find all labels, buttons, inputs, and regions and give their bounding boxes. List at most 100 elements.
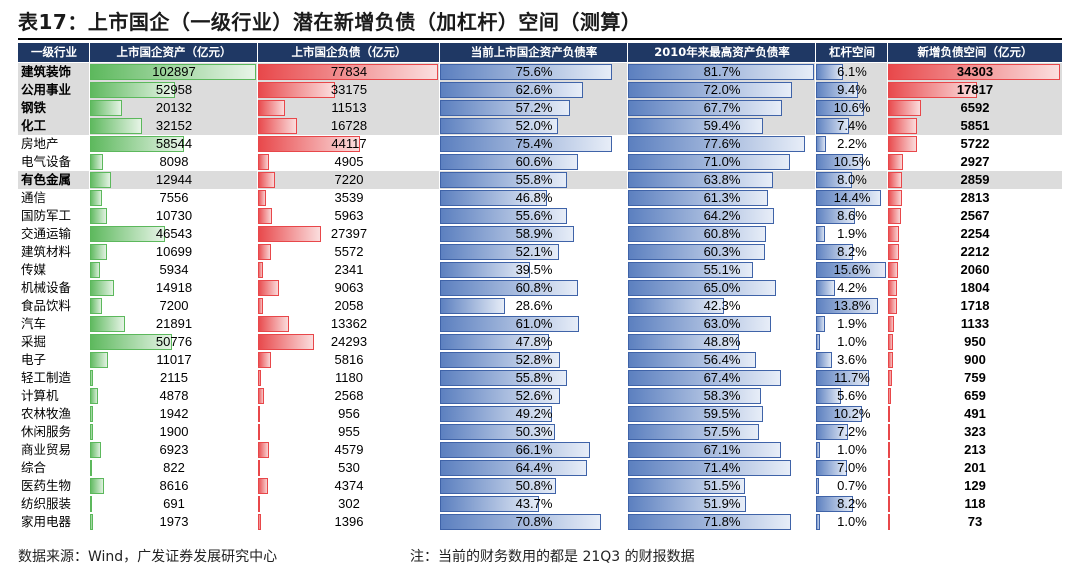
leverage-cell: 13.8% xyxy=(816,297,888,315)
assets-bar xyxy=(90,244,107,260)
max-ratio-value: 58.3% xyxy=(703,388,741,403)
max-ratio-cell: 51.5% xyxy=(628,477,816,495)
max-ratio-bar xyxy=(628,118,763,134)
new-debt-bar xyxy=(888,388,891,404)
cur-ratio-bar xyxy=(440,460,587,476)
cur-ratio-value: 70.8% xyxy=(515,514,553,529)
liabilities-bar xyxy=(258,208,272,224)
max-ratio-value: 67.1% xyxy=(703,442,741,457)
leverage-value: 10.2% xyxy=(833,406,871,421)
new-debt-value: 1133 xyxy=(960,316,990,331)
new-debt-cell: 17817 xyxy=(888,81,1062,99)
cur-ratio-value: 39.5% xyxy=(515,262,553,277)
max-ratio-value: 51.9% xyxy=(703,496,741,511)
leverage-cell: 4.2% xyxy=(816,279,888,297)
liabilities-cell: 4905 xyxy=(258,153,440,171)
max-ratio-value: 63.8% xyxy=(703,172,741,187)
assets-bar xyxy=(90,262,100,278)
new-debt-cell: 950 xyxy=(888,333,1062,351)
leverage-bar xyxy=(816,172,852,188)
max-ratio-value: 65.0% xyxy=(703,280,741,295)
leverage-cell: 8.0% xyxy=(816,171,888,189)
max-ratio-cell: 71.0% xyxy=(628,153,816,171)
max-ratio-bar xyxy=(628,370,781,386)
liabilities-cell: 2341 xyxy=(258,261,440,279)
new-debt-cell: 491 xyxy=(888,405,1062,423)
table-row: 有色金属 12944 7220 55.8% 63.8% 8.0% 2859 xyxy=(18,171,1062,189)
assets-cell: 1900 xyxy=(90,423,258,441)
new-debt-bar xyxy=(888,334,893,350)
max-ratio-cell: 61.3% xyxy=(628,189,816,207)
max-ratio-value: 60.8% xyxy=(703,226,741,241)
industry-cell: 汽车 xyxy=(21,316,47,331)
cur-ratio-cell: 49.2% xyxy=(440,405,628,423)
max-ratio-cell: 64.2% xyxy=(628,207,816,225)
max-ratio-value: 64.2% xyxy=(703,208,741,223)
assets-value: 21891 xyxy=(155,316,193,331)
max-ratio-bar xyxy=(628,190,768,206)
liabilities-cell: 302 xyxy=(258,495,440,513)
new-debt-value: 17817 xyxy=(956,82,994,97)
liabilities-header: 上市国企负债（亿元） xyxy=(291,45,407,59)
leverage-bar xyxy=(816,442,820,458)
max-ratio-bar xyxy=(628,172,773,188)
max-ratio-cell: 67.4% xyxy=(628,369,816,387)
max-ratio-cell: 65.0% xyxy=(628,279,816,297)
cur-ratio-cell: 62.6% xyxy=(440,81,628,99)
assets-bar xyxy=(90,154,103,170)
leverage-value: 9.4% xyxy=(837,82,867,97)
cur-ratio-cell: 60.8% xyxy=(440,279,628,297)
assets-bar xyxy=(90,136,184,152)
new-debt-bar xyxy=(888,352,893,368)
leverage-value: 1.0% xyxy=(837,334,867,349)
new-debt-bar xyxy=(888,172,902,188)
cur-ratio-cell: 55.6% xyxy=(440,207,628,225)
liabilities-value: 955 xyxy=(338,424,360,439)
assets-bar xyxy=(90,64,256,80)
liabilities-bar xyxy=(258,280,279,296)
liabilities-bar xyxy=(258,298,263,314)
new-debt-value: 2567 xyxy=(960,208,990,223)
new-debt-value: 5722 xyxy=(960,136,990,151)
cur-ratio-cell: 75.6% xyxy=(440,63,628,81)
max-ratio-bar xyxy=(628,460,791,476)
column-divider xyxy=(887,43,888,531)
cur-ratio-cell: 57.2% xyxy=(440,99,628,117)
max-ratio-cell: 59.5% xyxy=(628,405,816,423)
assets-cell: 32152 xyxy=(90,117,258,135)
assets-cell: 58544 xyxy=(90,135,258,153)
assets-value: 102897 xyxy=(152,64,196,79)
assets-cell: 6923 xyxy=(90,441,258,459)
leverage-value: 2.2% xyxy=(837,136,867,151)
cur-ratio-cell: 28.6% xyxy=(440,297,628,315)
max-ratio-bar xyxy=(628,298,724,314)
new-debt-bar xyxy=(888,136,917,152)
leverage-bar xyxy=(816,262,886,278)
assets-cell: 7200 xyxy=(90,297,258,315)
assets-value: 10730 xyxy=(155,208,193,223)
new-debt-cell: 2927 xyxy=(888,153,1062,171)
assets-bar xyxy=(90,388,98,404)
leverage-bar xyxy=(816,280,835,296)
leverage-bar xyxy=(816,406,862,422)
leverage-cell: 11.7% xyxy=(816,369,888,387)
liabilities-cell: 44117 xyxy=(258,135,440,153)
assets-cell: 822 xyxy=(90,459,258,477)
cur-ratio-value: 64.4% xyxy=(515,460,553,475)
leverage-value: 5.6% xyxy=(837,388,867,403)
new-debt-bar xyxy=(888,298,897,314)
column-divider xyxy=(89,43,90,531)
assets-bar xyxy=(90,478,104,494)
table-title: 表17：上市国企（一级行业）潜在新增负债（加杠杆）空间（测算） xyxy=(18,10,642,34)
new-debt-value: 5851 xyxy=(960,118,990,133)
liabilities-cell: 27397 xyxy=(258,225,440,243)
leverage-cell: 7.4% xyxy=(816,117,888,135)
cur-ratio-cell: 47.8% xyxy=(440,333,628,351)
leverage-bar xyxy=(816,460,847,476)
cur-ratio-bar xyxy=(440,496,539,512)
assets-value: 6923 xyxy=(159,442,189,457)
max-ratio-value: 67.4% xyxy=(703,370,741,385)
liabilities-cell: 956 xyxy=(258,405,440,423)
leverage-value: 10.5% xyxy=(833,154,871,169)
liabilities-value: 4374 xyxy=(334,478,364,493)
